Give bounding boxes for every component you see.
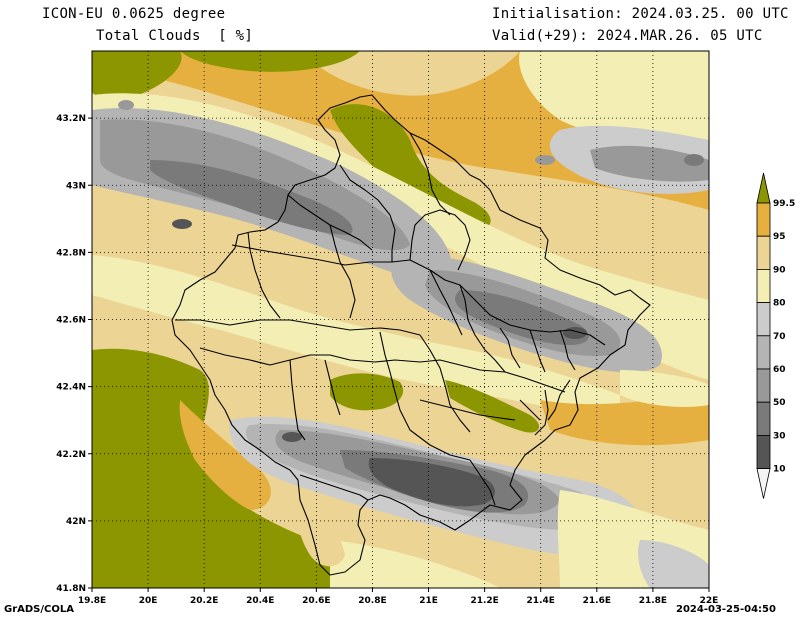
x-tick-label: 21E (419, 596, 438, 606)
colorbar-label: 70 (773, 332, 786, 342)
variable-title: Total Clouds [ %] (96, 28, 254, 44)
admin-borders (171, 94, 651, 576)
software-credit: GrADS/COLA (4, 604, 74, 615)
colorbar-segment (756, 172, 771, 204)
colorbar-segment (756, 202, 771, 237)
y-tick-label: 42.6N (56, 316, 86, 326)
y-tick-label: 43.2N (56, 114, 86, 124)
colorbar-segment (756, 368, 771, 403)
colorbar-label: 99.5 (773, 199, 795, 209)
colorbar-label: 80 (773, 299, 786, 309)
colorbar-label: 10 (773, 465, 786, 475)
colorbar-label: 90 (773, 265, 786, 275)
x-tick-label: 20.4E (246, 596, 274, 606)
y-tick-label: 42N (66, 517, 86, 527)
colorbar-segment (756, 468, 771, 499)
x-tick-label: 21.6E (583, 596, 611, 606)
y-tick-label: 42.4N (56, 383, 86, 393)
colorbar-label: 30 (773, 431, 786, 441)
y-tick-label: 42.2N (56, 450, 86, 460)
colorbar-segment (756, 335, 771, 370)
x-tick-label: 19.8E (78, 596, 106, 606)
x-tick-label: 20.8E (358, 596, 386, 606)
colorbar-segment (756, 302, 771, 337)
x-tick-label: 21.8E (639, 596, 667, 606)
x-tick-label: 22E (700, 596, 719, 606)
colorbar-segment (756, 434, 771, 469)
x-tick-label: 21.4E (527, 596, 555, 606)
render-timestamp: 2024-03-25-04:50 (676, 604, 776, 615)
x-tick-label: 20E (139, 596, 158, 606)
colorbar-label: 95 (773, 232, 786, 242)
colorbar-label: 60 (773, 365, 786, 375)
colorbar-segment (756, 401, 771, 436)
colorbar: 99.5 95 90 80 70 60 50 30 10 (756, 172, 795, 499)
x-tick-label: 20.2E (190, 596, 218, 606)
y-tick-label: 43N (66, 181, 86, 191)
valid-time: Valid(+29): 2024.MAR.26. 05 UTC (492, 28, 763, 44)
y-axis-ticks: 43.2N 43N 42.8N 42.6N 42.4N 42.2N 42N 41.8N (56, 114, 92, 594)
model-title: ICON-EU 0.0625 degree (42, 6, 226, 22)
x-tick-label: 20.6E (302, 596, 330, 606)
x-tick-label: 21.2E (470, 596, 498, 606)
colorbar-segment (756, 235, 771, 270)
x-axis-ticks: 19.8E 20E 20.2E 20.4E 20.6E 20.8E 21E 21.2E 21.4… (78, 588, 719, 606)
colorbar-label: 50 (773, 398, 786, 408)
y-tick-label: 41.8N (56, 584, 86, 594)
initialisation-time: Initialisation: 2024.03.25. 00 UTC (492, 6, 789, 22)
colorbar-segment (756, 268, 771, 303)
y-tick-label: 42.8N (56, 248, 86, 258)
